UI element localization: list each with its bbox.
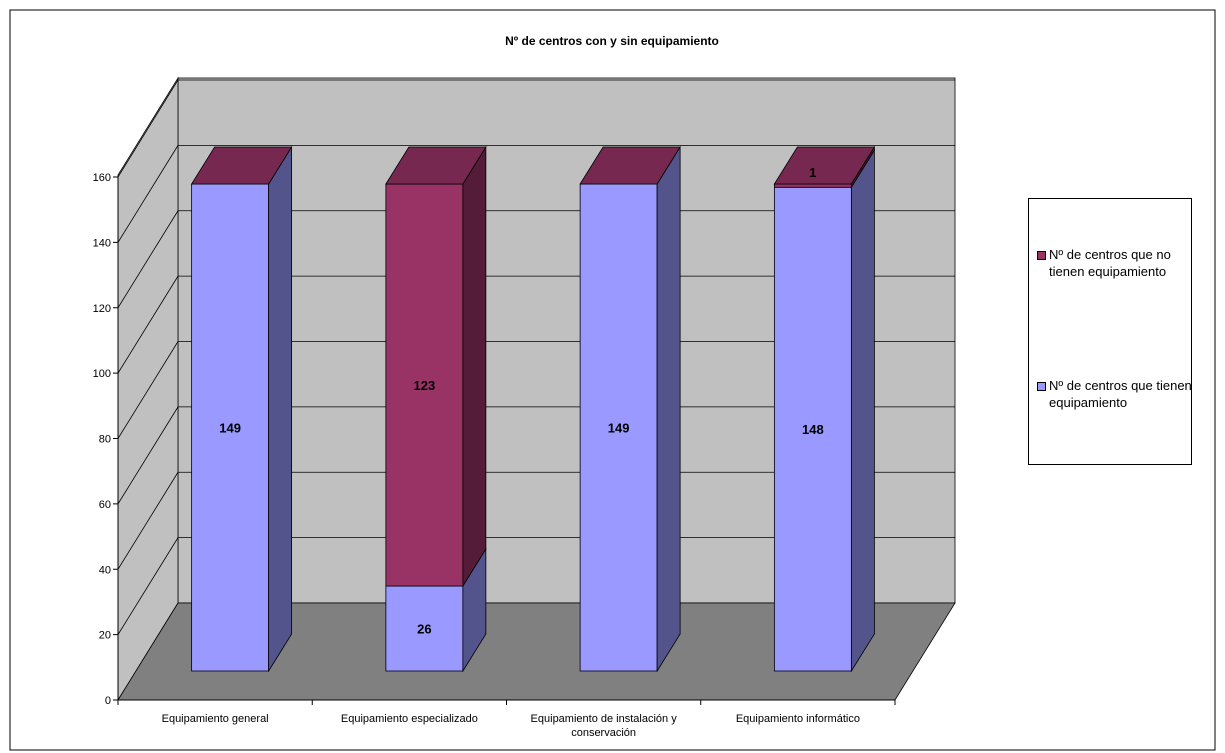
x-tick-label: Equipamiento general (162, 713, 269, 725)
x-tick-label: Equipamiento de instalación y (531, 713, 678, 725)
bar-front-with (579, 183, 658, 672)
bar-top (190, 146, 293, 185)
bar-top (385, 146, 487, 185)
bar-side (656, 145, 681, 673)
legend-item-no-equipment: Nº de centros que no tienen equipamiento (1037, 246, 1197, 280)
gridline-side (117, 472, 179, 570)
gridline-side (117, 145, 179, 243)
x-axis-labels: Equipamiento general Equipamiento especia… (117, 699, 896, 739)
gridline-side (117, 210, 179, 308)
x-tick-label: conservación (571, 727, 636, 739)
data-label: 149 (219, 421, 241, 436)
bar-top (579, 146, 681, 185)
bar-side (850, 148, 875, 673)
data-label: 148 (802, 422, 824, 437)
data-labels: 149 26 123 149 148 1 (219, 165, 823, 637)
y-tick-label: 60 (99, 499, 111, 511)
legend: Nº de centros que no tienen equipamiento… (1028, 198, 1192, 465)
data-label: 26 (417, 622, 431, 637)
y-tick-label: 20 (99, 630, 111, 642)
y-tick-label: 100 (93, 368, 111, 380)
y-axis: 0 20 40 60 80 100 120 140 160 (93, 172, 119, 707)
x-tick-label: Equipamiento informático (736, 713, 860, 725)
y-tick-label: 120 (93, 303, 111, 315)
bar-front-without (385, 183, 464, 587)
side-wall (117, 76, 179, 702)
y-tick-label: 80 (99, 434, 111, 446)
gridline-side (117, 79, 179, 178)
gridline-side (117, 406, 179, 505)
data-label: 1 (809, 165, 816, 180)
legend-swatch-no-equipment (1037, 251, 1046, 260)
bar-side (268, 145, 293, 673)
legend-swatch-with-equipment (1037, 382, 1046, 391)
y-tick-label: 40 (99, 564, 111, 576)
data-label: 123 (414, 378, 436, 393)
x-tick-label: Equipamiento especializado (341, 713, 478, 725)
y-tick-label: 0 (105, 695, 111, 707)
bar-front-with (191, 183, 270, 672)
gridline-side (117, 341, 179, 439)
y-tick-label: 140 (93, 237, 111, 249)
data-label: 149 (608, 421, 630, 436)
bar-front-without (773, 183, 852, 188)
bar-front-with (385, 585, 464, 672)
legend-label-no-equipment: Nº de centros que no tienen equipamiento (1049, 247, 1171, 279)
gridline-side (117, 275, 179, 374)
bars (190, 145, 876, 673)
bar-side (462, 145, 487, 588)
legend-item-with-equipment: Nº de centros que tienen equipamiento (1037, 377, 1197, 411)
y-tick-label: 160 (93, 172, 111, 184)
bar-top (773, 146, 876, 185)
legend-label-with-equipment: Nº de centros que tienen equipamiento (1049, 378, 1192, 410)
gridline-side (117, 537, 179, 635)
chart-title: Nº de centros con y sin equipamiento (505, 34, 719, 48)
